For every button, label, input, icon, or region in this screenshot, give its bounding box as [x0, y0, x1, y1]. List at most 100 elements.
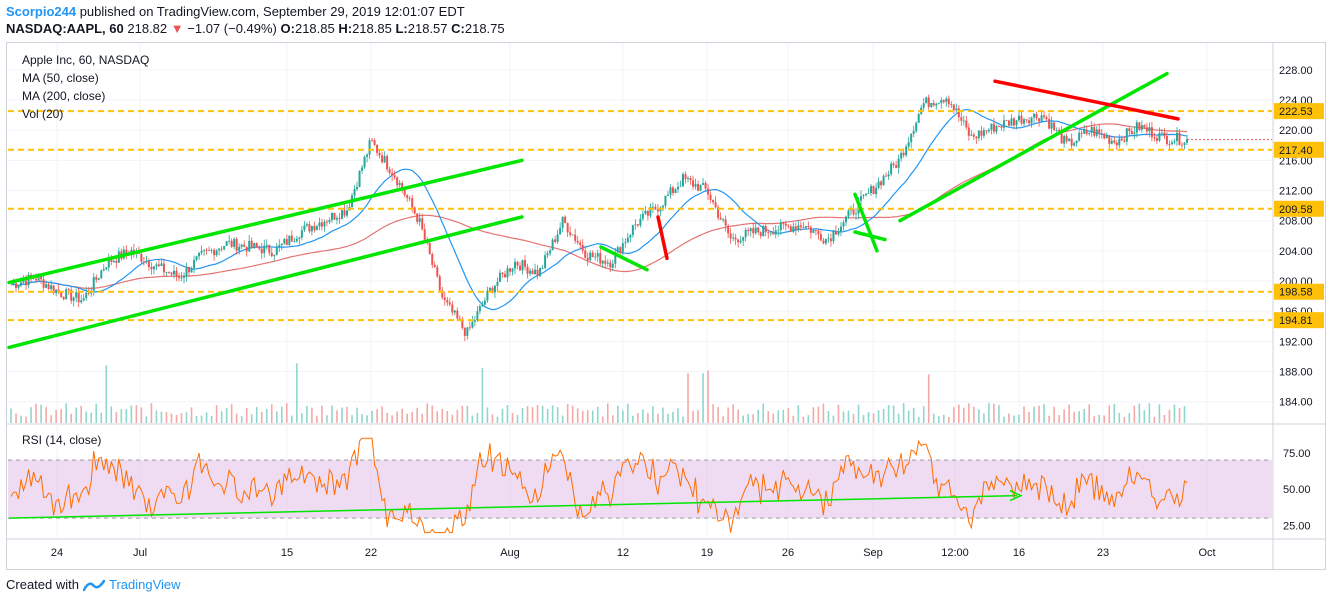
volume-bar: [140, 407, 143, 423]
candle-body: [1025, 119, 1028, 121]
candle-body: [707, 188, 710, 195]
volume-bar: [486, 407, 489, 423]
volume-bar: [642, 409, 644, 423]
candle-body: [446, 299, 449, 303]
volume-bar: [637, 412, 639, 423]
candle-body: [955, 108, 958, 111]
candle-body: [1143, 125, 1146, 128]
volume-bar: [787, 407, 790, 423]
candle-body: [298, 237, 301, 239]
volume-bar: [270, 404, 273, 423]
candle-body: [962, 120, 965, 122]
candle-body: [77, 292, 80, 303]
volume-bar: [576, 408, 579, 423]
volume-bar: [361, 414, 363, 423]
chart-container[interactable]: 184.00188.00192.00196.00200.00204.00208.…: [6, 42, 1326, 570]
candle-body: [674, 189, 677, 193]
candle-body: [152, 266, 155, 270]
trendline-green: [7, 158, 524, 285]
candle-body: [220, 248, 223, 250]
chart-svg[interactable]: 184.00188.00192.00196.00200.00204.00208.…: [7, 43, 1325, 569]
candle-body: [178, 276, 180, 278]
candle-body: [1108, 136, 1111, 144]
volume-bar: [1093, 416, 1096, 423]
volume-bar: [40, 404, 42, 423]
volume-bar: [210, 415, 213, 423]
volume-bar: [75, 407, 77, 423]
candle-body: [40, 276, 43, 280]
candle-body: [1083, 130, 1086, 134]
volume-bar: [566, 404, 569, 423]
volume-bar: [155, 410, 158, 423]
volume-bar: [100, 412, 103, 423]
candle-body: [897, 158, 900, 168]
volume-bar: [747, 413, 749, 423]
volume-bar: [973, 406, 975, 423]
volume-bar: [1028, 412, 1030, 423]
candle-body: [666, 194, 669, 196]
candle-body: [1073, 143, 1076, 146]
volume-bar: [225, 408, 228, 423]
volume-bar: [25, 416, 27, 423]
volume-bar: [1013, 415, 1015, 423]
candle-body: [895, 165, 898, 168]
low-value: 218.57: [407, 21, 448, 36]
candle-body: [180, 277, 183, 279]
candle-body: [529, 270, 532, 274]
candle-body: [95, 277, 98, 280]
volume-bar: [170, 413, 173, 423]
candle-body: [436, 267, 439, 277]
volume-bar: [441, 408, 444, 423]
candle-body: [486, 290, 489, 301]
volume-bar: [647, 413, 649, 423]
candle-body: [165, 272, 168, 273]
candle-body: [912, 131, 915, 134]
volume-bar: [657, 413, 659, 423]
level-label-box: [1274, 141, 1324, 158]
candle-body: [310, 225, 313, 232]
volume-bar: [867, 412, 870, 423]
candle-body: [664, 195, 667, 206]
candle-body: [167, 272, 170, 273]
volume-bar: [627, 403, 629, 423]
candle-body: [1155, 138, 1158, 141]
candle-body: [506, 268, 509, 278]
candle-body: [1040, 115, 1043, 122]
candle-body: [917, 113, 920, 123]
author-name[interactable]: Scorpio244: [6, 4, 77, 19]
volume-bar: [702, 373, 704, 423]
candle-body: [990, 123, 993, 130]
candle-body: [1023, 119, 1026, 124]
volume-bar: [947, 416, 950, 423]
candle-body: [115, 260, 118, 263]
y-tick-label: 220.00: [1279, 125, 1313, 137]
volume-bar: [852, 413, 855, 423]
volume-bar: [446, 410, 449, 423]
y-tick-label: 188.00: [1279, 367, 1313, 379]
candle-body: [285, 239, 288, 245]
candle-body: [747, 229, 750, 232]
candle-body: [501, 272, 504, 275]
x-tick-label: 19: [701, 547, 713, 559]
candle-body: [97, 278, 100, 280]
volume-bar: [722, 416, 724, 423]
volume-bar: [15, 413, 17, 423]
candle-body: [546, 253, 549, 256]
tradingview-brand[interactable]: TradingView: [108, 577, 181, 592]
volume-bar: [792, 415, 795, 423]
symbol: NASDAQ:AAPL, 60: [6, 21, 124, 36]
candle-body: [574, 234, 577, 241]
open-value: 218.85: [294, 21, 335, 36]
trendline-flag: [853, 192, 879, 253]
volume-bar: [451, 414, 454, 423]
candle-body: [699, 184, 702, 191]
volume-bar: [541, 405, 544, 423]
candle-body: [22, 280, 25, 283]
volume-bar: [652, 406, 654, 423]
volume-bar: [386, 412, 388, 423]
volume-bar: [536, 405, 539, 423]
volume-bar: [847, 410, 850, 423]
candle-body: [92, 277, 95, 291]
volume-bar: [606, 403, 609, 423]
candle-body: [945, 98, 948, 102]
